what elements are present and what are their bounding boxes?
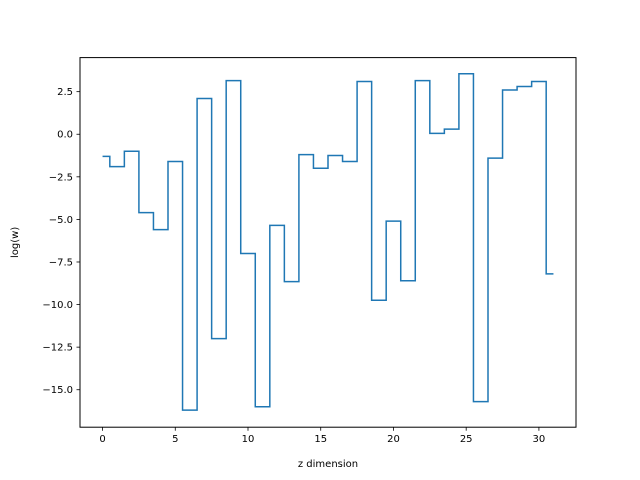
y-tick-label: 2.5 <box>57 87 73 98</box>
x-tick-label: 30 <box>533 434 546 445</box>
x-axis: 0 5 10 15 20 25 30 <box>99 427 545 445</box>
y-axis: −15.0 −12.5 −10.0 −7.5 −5.0 −2.5 0.0 2.5 <box>42 87 80 396</box>
x-tick-label: 25 <box>460 434 473 445</box>
y-tick-label: −15.0 <box>42 385 73 396</box>
y-tick-label: −5.0 <box>49 215 73 226</box>
y-axis-label: log(w) <box>10 227 21 258</box>
y-tick-label: −7.5 <box>49 257 73 268</box>
y-tick-label: 0.0 <box>57 130 73 141</box>
y-tick-label: −10.0 <box>42 300 73 311</box>
plot-frame <box>79 57 577 428</box>
x-tick-label: 10 <box>242 434 255 445</box>
series-layer <box>102 73 554 411</box>
series-line-0 <box>102 73 554 411</box>
x-tick-label: 5 <box>172 434 178 445</box>
x-tick-label: 0 <box>99 434 105 445</box>
y-tick-label: −12.5 <box>42 343 73 354</box>
x-tick-label: 20 <box>387 434 400 445</box>
x-tick-label: 15 <box>314 434 327 445</box>
y-tick-label: −2.5 <box>49 172 73 183</box>
x-axis-label: z dimension <box>298 459 358 470</box>
